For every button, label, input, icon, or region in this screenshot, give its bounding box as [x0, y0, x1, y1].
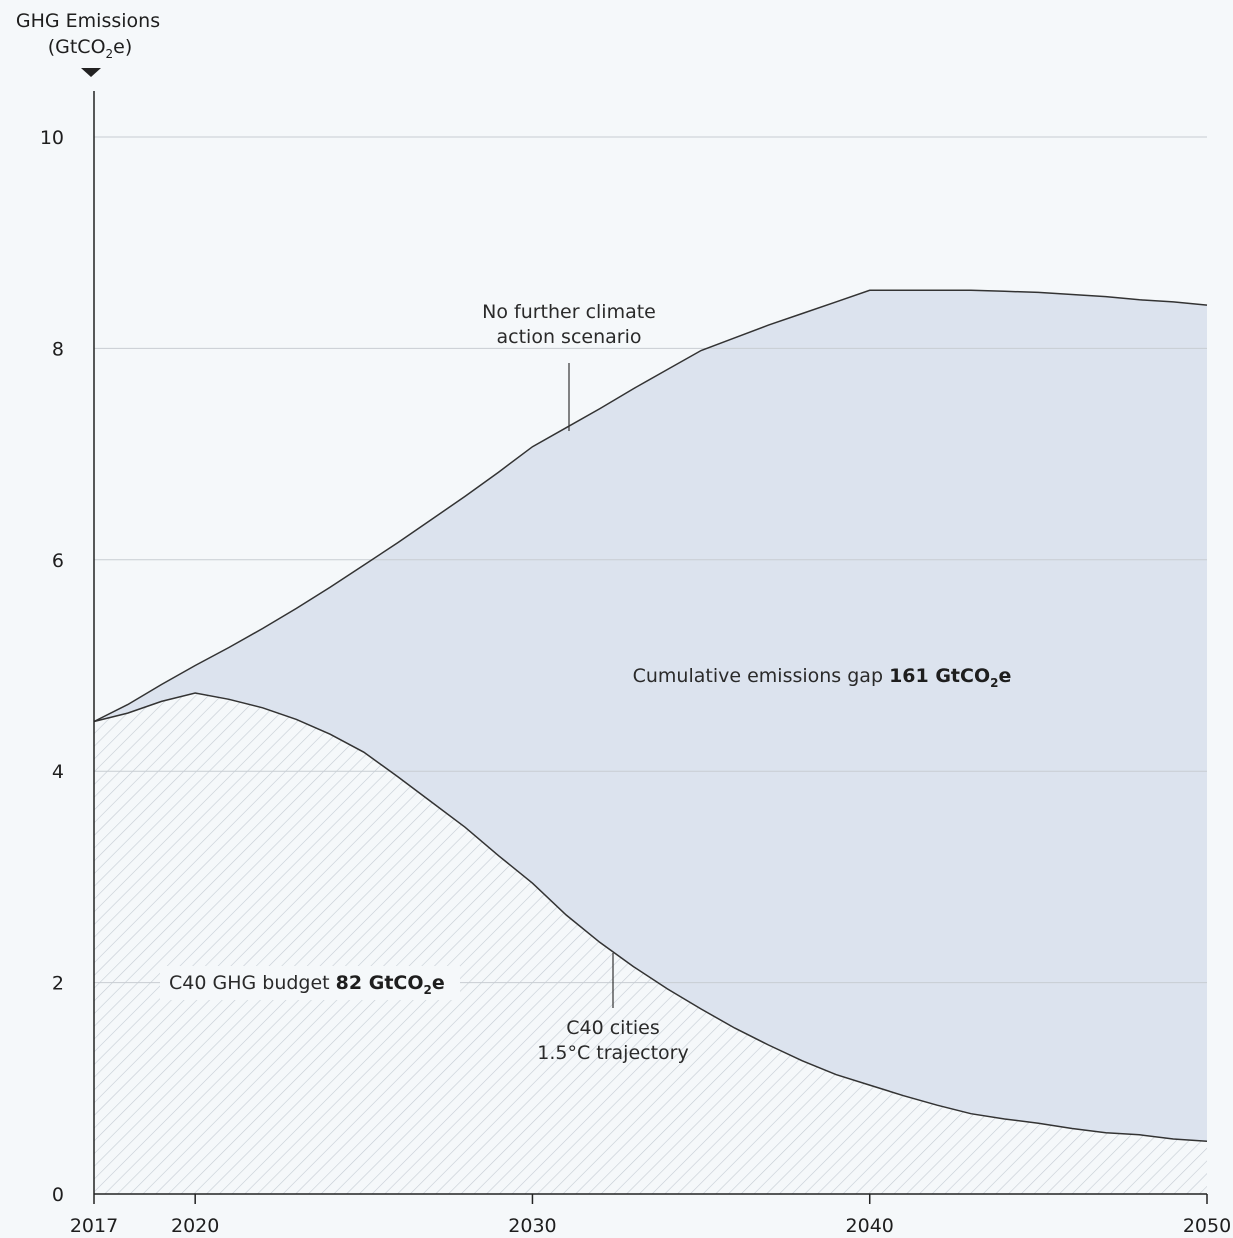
y-axis-label-line2: (GtCO2e) — [48, 36, 133, 61]
grid-lines — [94, 136, 1207, 984]
budget-label-background — [160, 966, 460, 1000]
gap-label: Cumulative emissions gap 161 GtCO2e — [633, 665, 1012, 690]
x-tick-label: 2017 — [70, 1215, 118, 1237]
x-tick-labels: 2017 2020 2030 2040 2050 — [70, 1194, 1231, 1237]
y-tick-label: 10 — [40, 127, 64, 149]
y-tick-label: 0 — [52, 1184, 64, 1206]
no-action-line — [93, 289, 1208, 723]
y-tick-labels: 0 2 4 6 8 10 — [40, 127, 64, 1206]
x-tick-label: 2040 — [846, 1215, 894, 1237]
budget-hatched-area — [94, 693, 1207, 1194]
emissions-gap-area — [94, 290, 1207, 1142]
y-axis-arrow-icon — [81, 68, 101, 77]
x-tick-label: 2030 — [508, 1215, 556, 1237]
x-tick-label: 2050 — [1183, 1215, 1231, 1237]
y-tick-label: 2 — [52, 973, 64, 995]
no-action-label-line1: No further climate — [482, 301, 656, 323]
y-tick-label: 4 — [52, 761, 64, 783]
no-action-label-line2: action scenario — [497, 326, 642, 348]
y-axis-label-line1: GHG Emissions — [16, 10, 160, 32]
y-tick-label: 6 — [52, 550, 64, 572]
budget-label: C40 GHG budget 82 GtCO2e — [169, 972, 445, 997]
x-tick-label: 2020 — [171, 1215, 219, 1237]
trajectory-label-line2: 1.5°C trajectory — [537, 1042, 688, 1064]
c40-trajectory-line — [93, 692, 1208, 1142]
trajectory-label-line1: C40 cities — [566, 1017, 660, 1039]
y-tick-label: 8 — [52, 338, 64, 360]
